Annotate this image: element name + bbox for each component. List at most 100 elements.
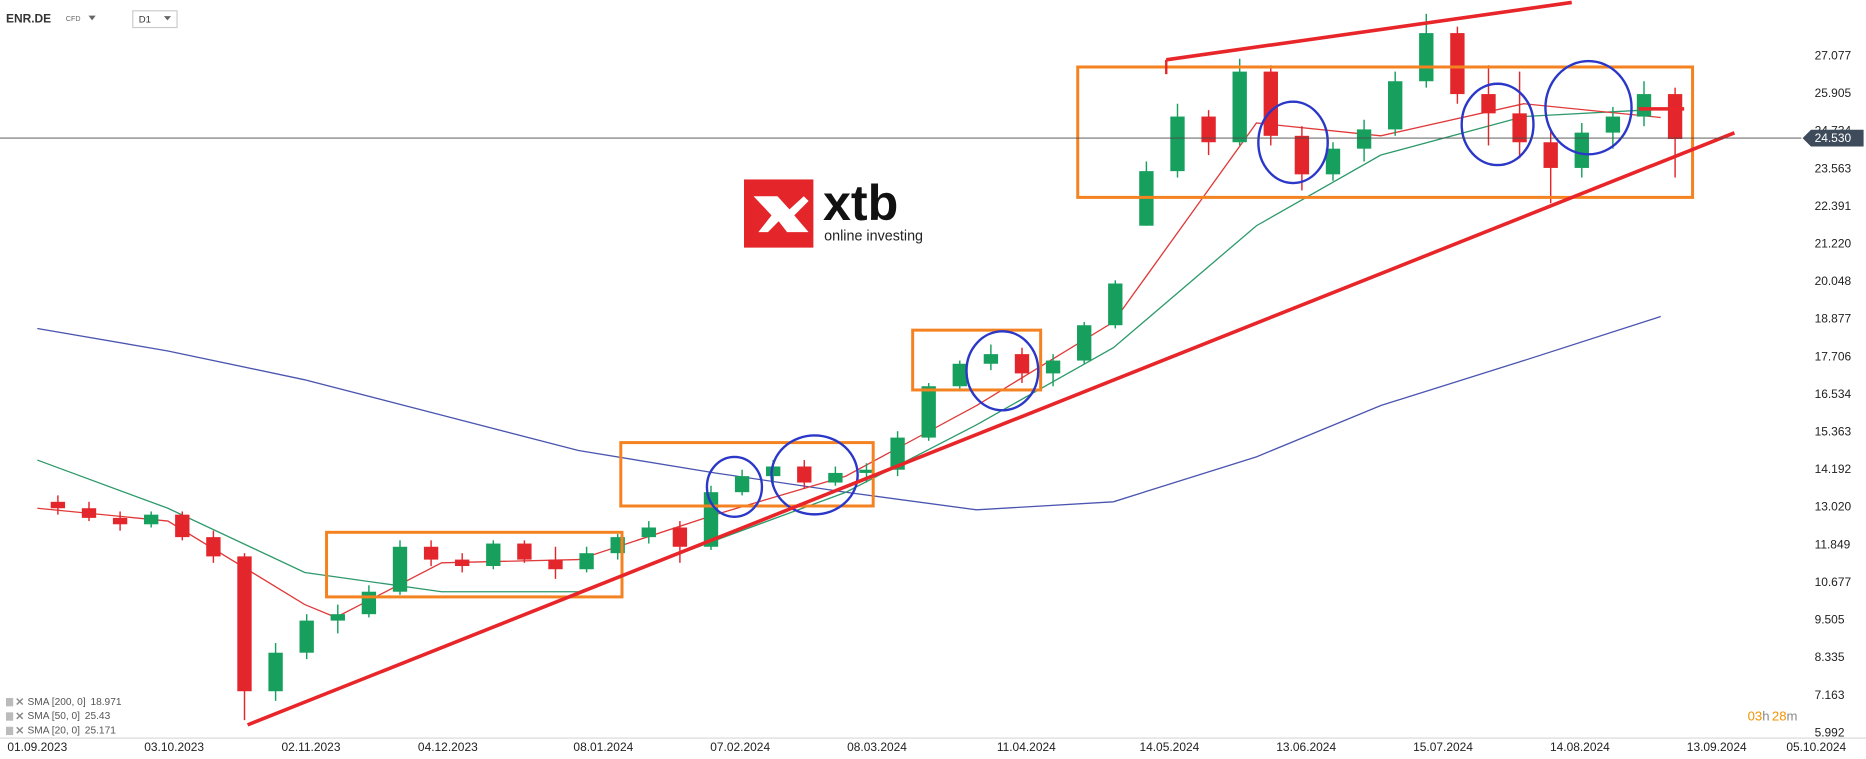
legend-icon	[5, 712, 14, 721]
candle-body	[144, 514, 159, 525]
legend-remove	[16, 698, 24, 706]
candle-body	[1045, 360, 1061, 374]
candle-body	[361, 591, 377, 615]
candle-body	[1170, 116, 1185, 172]
candle-body	[299, 620, 314, 653]
legend-name: SMA [20, 0]	[28, 726, 81, 737]
symbol-dropdown[interactable]	[88, 15, 96, 21]
y-tick-label: 5.992	[1815, 725, 1845, 739]
candle-body	[672, 527, 688, 547]
candle-body	[797, 466, 812, 483]
candle-body	[1512, 113, 1527, 143]
y-tick-label: 7.163	[1815, 688, 1845, 702]
countdown-hours: 03	[1748, 709, 1763, 724]
candle-body	[1636, 94, 1652, 117]
candle-body	[641, 527, 656, 538]
candle-body	[1356, 129, 1372, 149]
candle-body	[1419, 33, 1434, 82]
range-box	[325, 530, 624, 599]
candle-body	[237, 556, 252, 692]
highlight-circle	[965, 330, 1040, 412]
countdown-minutes: 28	[1772, 709, 1787, 724]
candle-body	[579, 553, 594, 570]
highlight-circle	[1544, 59, 1633, 156]
range-box	[911, 328, 1043, 392]
trend-line	[246, 131, 1736, 727]
y-tick-label: 23.563	[1815, 161, 1852, 175]
candle-body	[206, 537, 221, 557]
instrument-type: CFD	[66, 15, 81, 23]
y-tick-label: 16.534	[1815, 387, 1852, 401]
candle-body	[1450, 33, 1465, 95]
legend-icon	[5, 697, 14, 707]
y-tick-label: 27.077	[1815, 48, 1852, 62]
candle-body	[112, 517, 128, 525]
candle-body	[734, 476, 750, 493]
legend-remove	[16, 726, 24, 734]
x-tick-label: 11.04.2024	[997, 740, 1056, 754]
candle-body	[766, 466, 781, 477]
y-tick-label: 9.505	[1815, 613, 1845, 627]
timeframe-box[interactable]	[132, 10, 178, 29]
legend-icon	[5, 726, 14, 736]
highlight-circle	[705, 455, 764, 518]
candle-body	[1605, 116, 1621, 133]
candle-body	[486, 543, 501, 567]
candle-body	[859, 469, 874, 473]
countdown-unit: m	[1787, 709, 1798, 724]
candle-body	[1014, 354, 1030, 374]
x-tick-label: 07.02.2024	[710, 740, 770, 754]
y-tick-label: 17.706	[1815, 349, 1852, 363]
candle-body	[921, 386, 936, 438]
y-tick-label: 20.048	[1815, 274, 1852, 288]
trend-line	[1165, 0, 1572, 62]
timeframe-dropdown[interactable]	[163, 16, 172, 21]
x-tick-label: 14.05.2024	[1139, 740, 1199, 754]
legend-remove	[16, 712, 24, 720]
x-tick-label: 13.09.2024	[1687, 740, 1747, 754]
legend-value: 18.971	[90, 697, 121, 708]
y-tick-label: 8.335	[1815, 650, 1845, 664]
candle-body	[1077, 325, 1092, 361]
plot	[37, 13, 1683, 721]
y-tick-label: 14.192	[1815, 462, 1852, 476]
candle-body	[517, 543, 532, 560]
x-tick-label: 04.12.2023	[418, 740, 478, 754]
timeframe: D1	[139, 14, 151, 25]
candle-body	[268, 652, 283, 692]
y-tick-label: 21.220	[1815, 236, 1852, 250]
legend-value: 25.171	[85, 726, 116, 737]
candle-body	[1481, 94, 1496, 114]
countdown-unit: h	[1762, 709, 1769, 724]
y-tick-label: 11.849	[1815, 537, 1851, 551]
y-tick-label: 18.877	[1815, 312, 1852, 326]
x-tick-label: 01.09.2023	[7, 740, 67, 754]
candle-body	[455, 559, 470, 567]
drawings	[246, 0, 1736, 727]
logo-tagline: online investing	[824, 229, 923, 245]
candle-body	[1201, 116, 1216, 143]
highlight-circle	[1460, 82, 1535, 167]
candle-body	[1232, 71, 1247, 143]
candle-body	[330, 614, 345, 621]
highlight-circle	[770, 434, 859, 516]
sma-line	[37, 108, 1661, 593]
y-tick-label: 22.391	[1815, 199, 1852, 213]
candle-body	[1294, 135, 1310, 175]
logo-x	[753, 196, 809, 233]
y-tick-label: 25.905	[1815, 86, 1852, 100]
candle-body	[1388, 81, 1403, 130]
candle-body	[1325, 148, 1341, 175]
candle-body	[392, 546, 408, 592]
legend-value: 25.43	[85, 711, 111, 722]
x-tick-label: 13.06.2024	[1276, 740, 1336, 754]
candle-body	[1543, 142, 1558, 168]
candle-body	[175, 514, 190, 538]
axes: 5.992 7.163 8.335 9.505 10.677 11.849 13.020 14…	[0, 48, 1864, 754]
highlight-circle	[1257, 100, 1329, 185]
x-tick-label: 08.03.2024	[847, 740, 907, 754]
x-tick-label: 05.10.2024	[1786, 740, 1846, 754]
x-tick-label: 02.11.2023	[282, 740, 341, 754]
candle-body	[1108, 283, 1123, 326]
